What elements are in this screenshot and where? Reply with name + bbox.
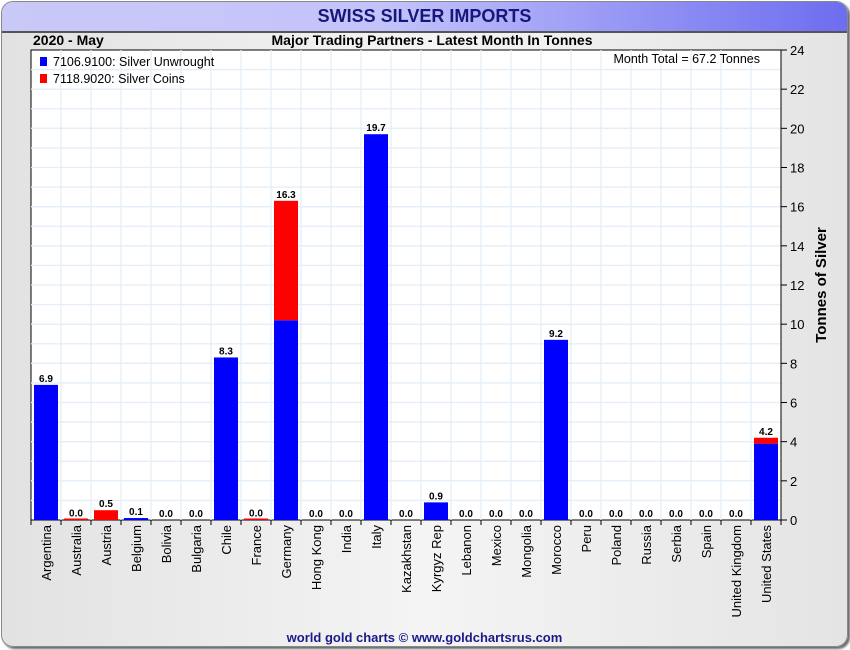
value-label: 0.0 [609,509,623,520]
value-label: 0.0 [519,509,533,520]
value-label: 0.0 [459,509,473,520]
bar-unwrought-argentina [34,384,58,520]
bar-coins-austria [94,510,118,520]
legend-swatch-coins [40,74,47,83]
value-label: 8.3 [219,346,233,357]
x-tick-label: United Kingdom [729,525,744,618]
x-tick-label: Italy [369,525,384,549]
value-label: 0.9 [429,491,443,502]
x-tick-label: Morocco [549,525,564,575]
bar-unwrought-united-states [754,443,778,520]
value-label: 0.0 [309,509,323,520]
month-total: Month Total = 67.2 Tonnes [613,52,760,66]
y-axis-title: Tonnes of Silver [813,227,830,343]
value-label: 0.0 [669,509,683,520]
x-tick-label: Germany [279,525,294,579]
x-tick-label: Mongolia [519,524,534,578]
bar-unwrought-germany [274,320,298,520]
value-label: 0.0 [399,509,413,520]
x-tick-label: India [339,524,354,553]
value-label: 0.5 [99,499,113,510]
bar-coins-australia [64,518,88,520]
y-tick-label: 8 [790,356,797,371]
value-label: 0.0 [699,509,713,520]
legend: 7106.9100: Silver Unwrought 7118.9020: S… [40,55,215,86]
value-label: 0.0 [249,509,263,520]
value-label: 0.0 [489,509,503,520]
value-label: 0.0 [189,509,203,520]
x-tick-label: United States [759,525,774,604]
bar-unwrought-kyrgyz-rep [424,502,448,520]
y-tick-label: 10 [790,317,804,332]
legend-label-coins: 7118.9020: Silver Coins [53,72,185,86]
x-tick-label: Lebanon [459,525,474,576]
x-tick-label: Kazakhstan [399,525,414,593]
y-tick-label: 24 [790,43,804,58]
value-label: 6.9 [39,374,53,385]
y-tick-label: 2 [790,474,797,489]
y-tick-label: 0 [790,513,797,528]
gridlines [31,50,781,520]
x-tick-label: Argentina [39,524,54,580]
axes: Argentina Australia Austria Belgium Bolivia B… [30,43,804,618]
y-tick-label: 20 [790,121,804,136]
x-tick-label: Hong Kong [309,525,324,590]
value-label: 4.2 [759,427,773,438]
legend-swatch-unwrought [40,57,47,66]
value-label: 9.2 [549,329,563,340]
y-tick-label: 12 [790,278,804,293]
bar-unwrought-italy [364,134,388,521]
x-tick-label: Spain [699,525,714,558]
bar-unwrought-belgium [124,518,148,520]
bars [34,134,778,521]
x-tick-label: Bulgaria [189,524,204,572]
value-label: 0.0 [69,509,83,520]
value-label: 0.0 [159,509,173,520]
value-label: 0.0 [729,509,743,520]
x-tick-label: Poland [609,525,624,565]
footer-credit: world gold charts © www.goldchartsrus.co… [286,630,563,645]
value-label: 16.3 [276,190,296,201]
y-tick-label: 18 [790,161,804,176]
x-tick-label: Austria [99,524,114,565]
y-tick-label: 4 [790,435,797,450]
title-bar: SWISS SILVER IMPORTS [2,2,847,33]
bar-unwrought-morocco [544,339,568,520]
value-label: 0.0 [579,509,593,520]
value-label: 0.1 [129,507,143,518]
y-tick-label: 6 [790,396,797,411]
bar-unwrought-chile [214,357,238,520]
value-label: 0.0 [639,509,653,520]
x-tick-label: Kyrgyz Rep [429,525,444,592]
x-tick-label: Russia [639,524,654,565]
value-label: 0.0 [339,509,353,520]
bar-coins-germany [274,200,298,321]
x-tick-label: Serbia [669,524,684,562]
x-tick-label: Chile [219,525,234,555]
bar-coins-france [244,518,268,520]
y-tick-label: 14 [790,239,804,254]
chart-subtitle: Major Trading Partners - Latest Month In… [272,32,593,48]
y-tick-label: 16 [790,200,804,215]
y-tick-label: 22 [790,82,804,97]
value-labels: 6.9 0.0 0.5 0.1 0.0 0.0 8.3 0.0 16.3 0.0 0.0 19.7 0.… [39,123,773,520]
x-tick-label: Bolivia [159,524,174,563]
bar-coins-united-states [754,437,778,444]
x-tick-label: Mexico [489,525,504,566]
legend-label-unwrought: 7106.9100: Silver Unwrought [53,55,215,69]
value-label: 19.7 [366,123,386,134]
x-tick-label: France [249,525,264,565]
chart-title: SWISS SILVER IMPORTS [317,6,532,26]
period-label: 2020 - May [33,32,104,48]
x-tick-label: Belgium [129,525,144,572]
x-tick-label: Peru [579,525,594,552]
x-tick-label: Australia [69,524,84,575]
